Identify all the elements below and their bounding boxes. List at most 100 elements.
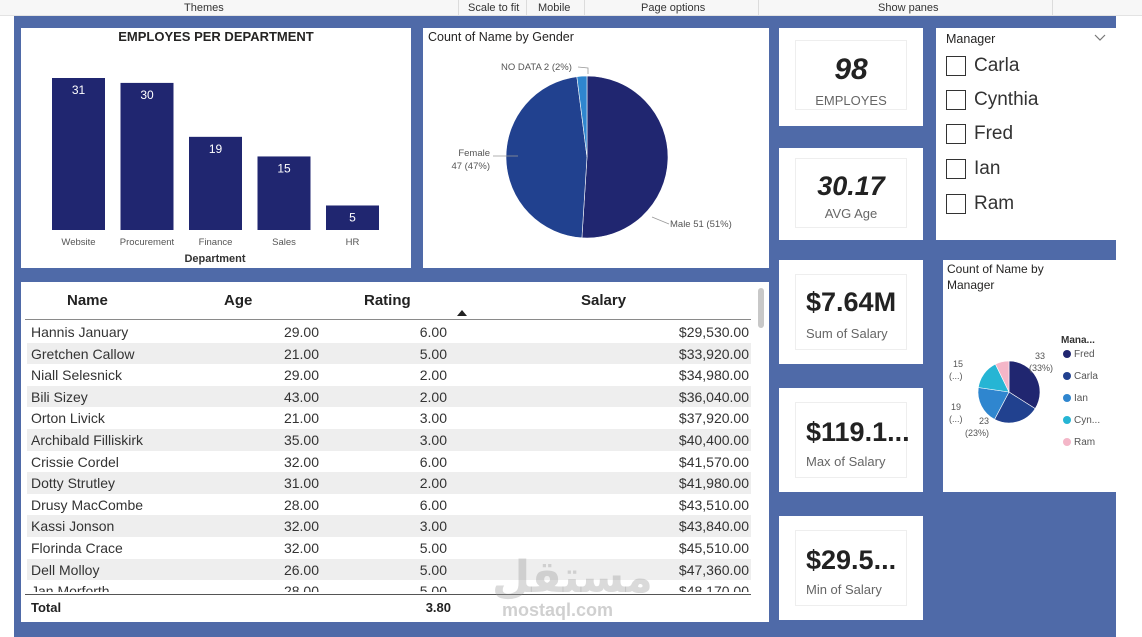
table-scrollbar[interactable] [758,288,764,328]
rating-cell: 5.00 [419,540,447,556]
manager-chart-title-line1: Count of Name by [947,262,1044,276]
salary-cell: $33,920.00 [678,345,749,362]
manager-slicer[interactable]: Manager Carla Cynthia Fred Ian Ram [936,28,1116,240]
legend-item-label[interactable]: Fred [1074,349,1095,360]
themes-button[interactable]: Themes [184,2,224,14]
manager-slice-ram[interactable] [995,360,1010,393]
chevron-down-icon[interactable] [1094,34,1106,42]
watermark-url: mostaql.com [502,600,614,620]
slicer-item-ian[interactable]: Ian [946,157,1000,181]
scale-to-fit-button[interactable]: Scale to fit [468,2,520,14]
checkbox[interactable] [946,124,966,144]
table-row[interactable]: Dotty Strutley 31.00 2.00 $41,980.00 [27,472,751,494]
legend-item-label[interactable]: Carla [1074,371,1098,382]
name-column-header[interactable]: Name [67,292,108,309]
gender-slice-female[interactable] [505,76,588,239]
legend-marker [1063,438,1071,446]
mobile-button[interactable]: Mobile [538,2,571,14]
manager-slice-carla[interactable] [994,391,1036,424]
salary-cell: $29,530.00 [678,324,749,340]
gender-slice-male[interactable] [581,75,669,239]
rating-cell: 6.00 [419,324,447,340]
header-divider [25,319,751,320]
table-row[interactable]: Archibald Filliskirk 35.00 3.00 $40,400.00 [27,429,751,451]
bar-procurement[interactable] [120,82,174,230]
table-row[interactable]: Jan Morforth 28.00 5.00 $48,170.00 [27,580,751,592]
show-panes-button[interactable]: Show panes [878,2,939,14]
bar-sales[interactable] [257,156,311,230]
total-divider [25,594,751,595]
table-row[interactable]: Drusy MacCombe 28.00 6.00 $43,510.00 [27,494,751,516]
table-body: Hannis January 29.00 6.00 $29,530.00 Gretche… [21,321,761,592]
name-cell: Drusy MacCombe [31,496,144,513]
age-cell: 28.00 [283,583,319,592]
min-salary-kpi-card[interactable]: $29.5... Min of Salary [779,516,923,620]
bar-finance[interactable] [189,136,242,230]
name-cell: Dell Molloy [31,561,100,578]
salary-cell: $40,400.00 [678,432,749,448]
ribbon-bar: Themes Scale to fit Mobile Page options … [0,0,1142,16]
table-row[interactable]: Niall Selesnick 29.00 2.00 $34,980.00 [27,364,751,386]
slicer-item-cynthia[interactable]: Cynthia [946,88,1038,112]
dept-bar-chart-card[interactable]: EMPLOYES PER DEPARTMENT 31 Website 30 Procu… [21,28,411,268]
bar-website[interactable] [52,78,105,230]
x-tick-label: Procurement [120,237,175,248]
sum-salary-kpi-card[interactable]: $7.64M Sum of Salary [779,260,923,364]
checkbox[interactable] [946,159,966,179]
table-row[interactable]: Bili Sizey 43.00 2.00 $36,040.00 [27,385,751,408]
slicer-item-carla[interactable]: Carla [946,54,1019,78]
legend-item-label[interactable]: Ram [1074,437,1095,448]
table-row[interactable]: Crissie Cordel 32.00 6.00 $41,570.00 [27,451,751,473]
table-row[interactable]: Kassi Jonson 32.00 3.00 $43,840.00 [27,515,751,537]
bar-value-label: 5 [349,210,356,224]
rating-cell: 2.00 [419,367,447,384]
name-cell: Kassi Jonson [31,518,115,535]
bar-hr[interactable] [326,205,379,230]
avg-age-kpi-value: 30.17 [817,171,885,201]
age-cell: 31.00 [283,475,319,492]
slicer-item-ram[interactable]: Ram [946,192,1014,216]
slicer-title: Manager [946,32,996,46]
name-cell: Florinda Crace [31,540,123,556]
salary-column-header[interactable]: Salary [581,292,627,309]
kpi-frame: $29.5... Min of Salary [795,530,907,606]
legend-item-label[interactable]: Cyn... [1074,415,1100,426]
sort-ascending-icon[interactable] [457,310,467,316]
checkbox[interactable] [946,56,966,76]
table-row[interactable]: Dell Molloy 26.00 5.00 $47,360.00 [27,558,751,581]
gender-pie-card[interactable]: Count of Name by Gender NO DATA 2 (2%) F… [423,28,769,268]
name-cell: Orton Livick [31,410,105,427]
salary-cell: $41,980.00 [678,475,749,492]
manager-slice-ian[interactable] [977,387,1010,420]
slicer-item-label: Ram [974,193,1015,214]
carla-count-label: 23 [979,416,989,426]
table-row[interactable]: Florinda Crace 32.00 5.00 $45,510.00 [27,537,751,559]
employees-kpi-card[interactable]: 98 EMPLOYES [779,28,923,126]
ian-pct-label: (...) [949,414,963,424]
max-salary-kpi-label: Max of Salary [806,454,886,469]
name-cell: Dotty Strutley [31,475,116,492]
page-options-button[interactable]: Page options [641,2,706,14]
table-row[interactable]: Gretchen Callow 21.00 5.00 $33,920.00 [27,342,751,365]
age-column-header[interactable]: Age [224,292,253,309]
kpi-frame: 98 EMPLOYES [795,40,907,110]
slicer-item-fred[interactable]: Fred [946,122,1013,146]
table-row[interactable]: Orton Livick 21.00 3.00 $37,920.00 [27,407,751,429]
employees-kpi-label: EMPLOYES [815,93,887,108]
checkbox[interactable] [946,90,966,110]
report-canvas: EMPLOYES PER DEPARTMENT 31 Website 30 Procu… [14,16,1116,637]
table-row[interactable]: Hannis January 29.00 6.00 $29,530.00 [27,321,751,343]
rating-column-header[interactable]: Rating [364,292,411,309]
employee-table[interactable]: Name Age Rating Salary Hannis January 29.… [21,282,769,622]
legend-marker [1063,372,1071,380]
avg-age-kpi-card[interactable]: 30.17 AVG Age [779,148,923,240]
manager-pie-card[interactable]: Count of Name by Manager 33 (33%) 15 (..… [943,260,1116,492]
legend-marker [1063,394,1071,402]
checkbox[interactable] [946,194,966,214]
gender-slice-no-data[interactable] [576,75,588,158]
ribbon-divider [584,0,585,15]
watermark-logo: مستقل [492,552,653,603]
min-salary-kpi-label: Min of Salary [806,582,882,597]
legend-item-label[interactable]: Ian [1074,393,1088,404]
max-salary-kpi-card[interactable]: $119.1... Max of Salary [779,388,923,492]
